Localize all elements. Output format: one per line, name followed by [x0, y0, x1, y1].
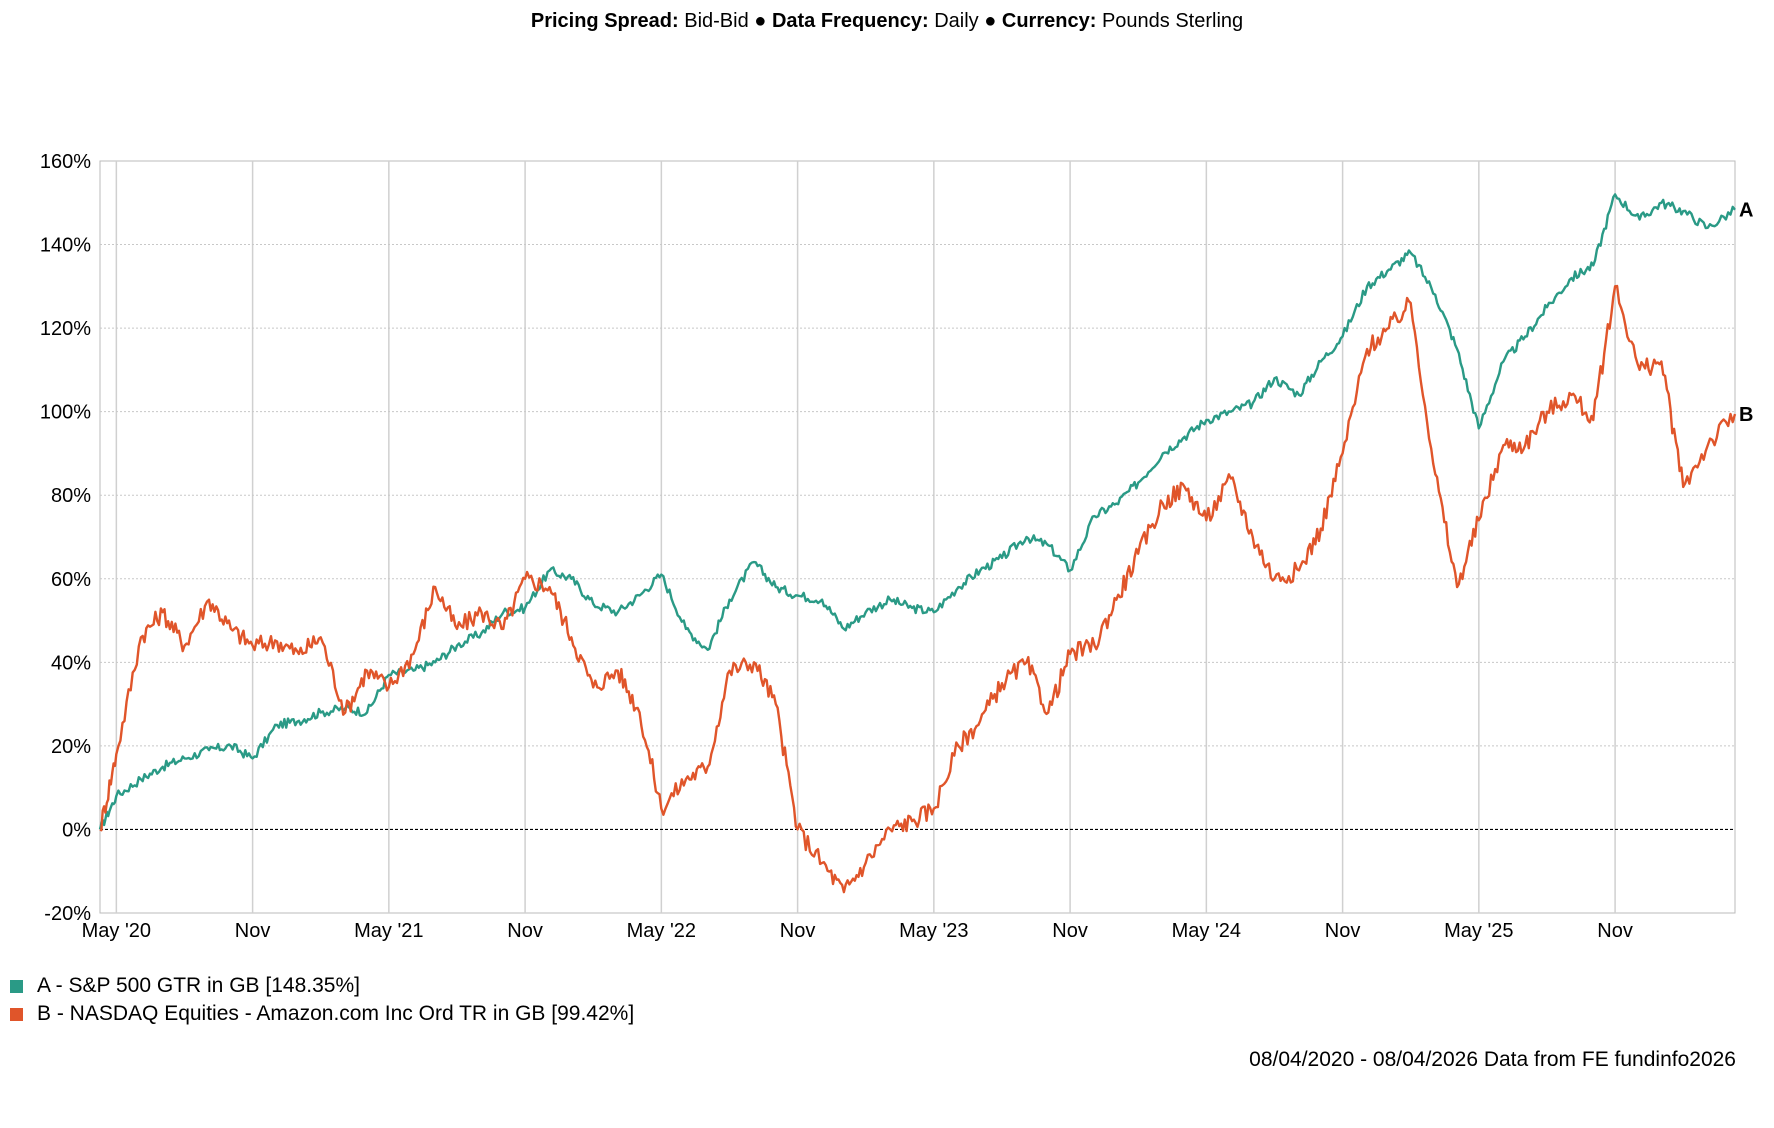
plot-area: [99, 160, 1736, 914]
chart-legend: A - S&P 500 GTR in GB [148.35%] B - NASD…: [10, 972, 634, 1028]
legend-swatch-a: [10, 979, 23, 993]
series-line-b: [99, 284, 1737, 894]
legend-entry-b: B - NASDAQ Equities - Amazon.com Inc Ord…: [10, 1000, 634, 1028]
legend-entry-a: A - S&P 500 GTR in GB [148.35%]: [10, 972, 634, 1000]
pricing-spread-value: Bid-Bid: [684, 10, 749, 32]
y-tick-label: -20%: [44, 903, 91, 925]
x-tick-label: May '22: [627, 920, 696, 942]
x-tick-label: May '20: [82, 920, 151, 942]
frequency-value: Daily: [934, 10, 979, 32]
y-tick-label: 120%: [40, 318, 91, 340]
x-tick-label: Nov: [1325, 920, 1361, 942]
y-tick-label: 0%: [62, 819, 91, 841]
y-tick-label: 60%: [51, 569, 91, 591]
y-tick-label: 100%: [40, 402, 91, 424]
frequency-label: Data Frequency:: [771, 10, 929, 32]
legend-label-a: A - S&P 500 GTR in GB [148.35%]: [37, 974, 360, 997]
y-tick-label: 80%: [51, 485, 91, 507]
x-tick-label: Nov: [507, 920, 543, 942]
currency-value: Pounds Sterling: [1101, 10, 1244, 32]
x-tick-label: Nov: [780, 920, 816, 942]
series-end-label-b: B: [1739, 404, 1753, 426]
legend-label-b: B - NASDAQ Equities - Amazon.com Inc Ord…: [37, 1002, 635, 1025]
currency-label: Currency:: [1001, 10, 1097, 32]
series-line-a: [98, 193, 1736, 830]
y-tick-label: 20%: [51, 736, 91, 758]
separator-dot: ●: [984, 10, 997, 32]
x-tick-label: Nov: [1597, 920, 1633, 942]
line-chart: May '20 Nov May '21 Nov May '22 Nov May '23 Nov…: [40, 151, 1754, 942]
y-tick-label: 40%: [51, 652, 91, 674]
x-tick-label: Nov: [235, 920, 271, 942]
x-tick-label: May '21: [354, 920, 423, 942]
x-tick-label: May '23: [899, 920, 968, 942]
x-tick-label: May '25: [1444, 920, 1513, 942]
series-end-label-a: A: [1739, 200, 1753, 222]
legend-swatch-b: [10, 1007, 23, 1021]
x-tick-label: Nov: [1052, 920, 1088, 942]
chart-subtitle: Pricing Spread: Bid-Bid ● Data Frequency…: [0, 10, 1774, 33]
pricing-spread-label: Pricing Spread:: [530, 10, 679, 32]
x-tick-label: May '24: [1172, 920, 1241, 942]
y-tick-label: 160%: [40, 151, 91, 173]
date-range-source: 08/04/2020 - 08/04/2026 Data from FE fun…: [1249, 1048, 1736, 1071]
separator-dot: ●: [754, 10, 767, 32]
y-tick-label: 140%: [40, 235, 91, 257]
